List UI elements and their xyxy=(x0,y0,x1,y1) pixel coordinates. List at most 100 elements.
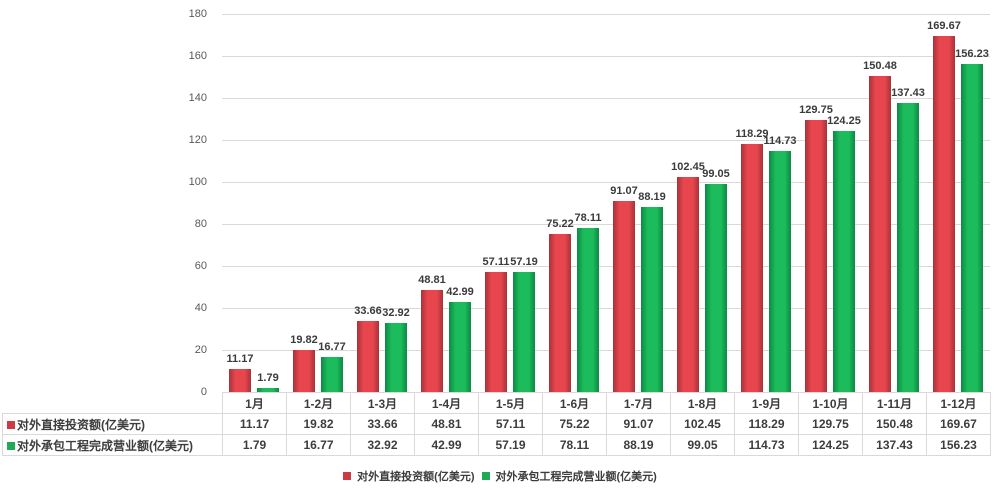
table-header-cell: 1-8月 xyxy=(670,392,735,414)
table-value-cell: 57.19 xyxy=(478,434,543,456)
bar xyxy=(897,103,919,392)
bar-value-label: 42.99 xyxy=(446,285,474,298)
bar-value-label: 102.45 xyxy=(671,160,705,173)
bar xyxy=(485,272,507,392)
bar-value-label: 57.19 xyxy=(510,255,538,268)
table-value-cell: 16.77 xyxy=(286,434,351,456)
bar xyxy=(869,76,891,392)
y-axis-tick-label: 40 xyxy=(194,302,207,314)
bar xyxy=(833,131,855,392)
bar-value-label: 1.79 xyxy=(257,372,279,385)
table-header-cell: 1-4月 xyxy=(414,392,479,414)
bar xyxy=(257,388,279,392)
bar-value-label: 78.11 xyxy=(574,211,602,224)
table-row: 对外承包工程完成营业额(亿美元) 1.79 16.77 32.92 42.99 57.19… xyxy=(2,434,991,456)
y-axis-tick-label: 0 xyxy=(200,386,207,398)
bar xyxy=(769,151,791,392)
bar xyxy=(421,289,443,392)
bar-value-label: 88.19 xyxy=(638,190,666,203)
legend-label: 对外直接投资额(亿美元) xyxy=(357,471,475,483)
bar-value-label: 114.73 xyxy=(763,135,797,148)
bar-value-label: 118.29 xyxy=(735,127,769,140)
bar xyxy=(321,356,343,392)
legend-item: 对外直接投资额(亿美元) xyxy=(343,468,475,484)
bar-value-label: 75.22 xyxy=(546,218,574,231)
series-swatch-icon xyxy=(7,441,15,450)
gridline xyxy=(222,56,990,57)
table-value-cell: 75.22 xyxy=(542,413,607,435)
table-value-cell: 118.29 xyxy=(734,413,799,435)
legend-swatch-red-icon xyxy=(343,472,352,480)
table-header-cell: 1月 xyxy=(222,392,287,414)
table-header-cell: 1-5月 xyxy=(478,392,543,414)
gridline xyxy=(222,140,990,141)
table-value-cell: 156.23 xyxy=(926,434,991,456)
table-header-cell: 1-2月 xyxy=(286,392,351,414)
table-value-cell: 124.25 xyxy=(798,434,863,456)
bar xyxy=(357,321,379,392)
bar xyxy=(513,271,535,392)
bar-value-label: 48.81 xyxy=(418,273,446,286)
table-value-cell: 91.07 xyxy=(606,413,671,435)
bar xyxy=(613,200,635,392)
bar-value-label: 129.75 xyxy=(799,103,833,116)
gridline xyxy=(222,266,990,267)
table-row: 对外直接投资额(亿美元) 11.17 19.82 33.66 48.81 57.11 75.… xyxy=(2,413,991,435)
bar xyxy=(805,119,827,392)
bar xyxy=(549,234,571,392)
bar-value-label: 57.11 xyxy=(482,256,510,269)
bar xyxy=(385,322,407,392)
chart-legend: 对外直接投资额(亿美元) 对外承包工程完成营业额(亿美元) xyxy=(0,468,1000,484)
series-name: 对外直接投资额(亿美元) xyxy=(17,417,145,432)
bar-value-label: 150.48 xyxy=(863,60,897,72)
table-value-cell: 102.45 xyxy=(670,413,735,435)
bar xyxy=(933,35,955,392)
bar-value-label: 169.67 xyxy=(927,19,961,32)
bar xyxy=(449,301,471,392)
bar xyxy=(641,206,663,392)
data-table: 1月 1-2月 1-3月 1-4月 1-5月 1-6月 1-7月 1-8月 1-9月 1-10月 1… xyxy=(2,392,991,456)
table-value-cell: 150.48 xyxy=(862,413,927,435)
table-header-row: 1月 1-2月 1-3月 1-4月 1-5月 1-6月 1-7月 1-8月 1-9月 1-10月 1… xyxy=(3,392,991,414)
bar xyxy=(705,184,727,392)
table-value-cell: 137.43 xyxy=(862,434,927,456)
table-header-cell: 1-12月 xyxy=(926,392,991,414)
legend-label: 对外承包工程完成营业额(亿美元) xyxy=(495,471,657,483)
table-value-cell: 32.92 xyxy=(350,434,415,456)
bar-value-label: 137.43 xyxy=(891,87,925,100)
legend-swatch-green-icon xyxy=(481,472,490,480)
series-name: 对外承包工程完成营业额(亿美元) xyxy=(17,438,193,453)
table-value-cell: 57.11 xyxy=(478,413,543,435)
table-header-cell: 1-3月 xyxy=(350,392,415,414)
table-value-cell: 1.79 xyxy=(222,434,287,456)
bar-value-label: 124.25 xyxy=(827,115,861,128)
bar xyxy=(961,63,983,392)
y-axis-tick-label: 80 xyxy=(194,218,207,230)
y-axis-tick-label: 160 xyxy=(188,50,207,62)
legend-item: 对外承包工程完成营业额(亿美元) xyxy=(481,468,657,484)
table-value-cell: 169.67 xyxy=(926,413,991,435)
table-header-cell: 1-6月 xyxy=(542,392,607,414)
table-value-cell: 78.11 xyxy=(542,434,607,456)
table-value-cell: 19.82 xyxy=(286,413,351,435)
bar xyxy=(677,176,699,392)
y-axis-tick-label: 100 xyxy=(188,176,207,188)
bar-value-label: 19.82 xyxy=(290,334,318,347)
gridline xyxy=(222,98,990,99)
table-header-cell: 1-10月 xyxy=(798,392,863,414)
y-axis-tick-label: 120 xyxy=(188,134,207,146)
table-value-cell: 42.99 xyxy=(414,434,479,456)
table-value-cell: 33.66 xyxy=(350,413,415,435)
gridline xyxy=(222,308,990,309)
bar-value-label: 99.05 xyxy=(702,168,730,180)
table-header-cell: 1-9月 xyxy=(734,392,799,414)
plot-area: 11.17 19.82 33.66 48.81 57.11 75.22 91.07 102.4… xyxy=(222,14,990,393)
gridline xyxy=(222,14,990,15)
bar xyxy=(577,227,599,392)
y-axis-tick-label: 60 xyxy=(194,260,207,272)
y-axis-tick-label: 20 xyxy=(194,344,207,356)
bar-value-label: 11.17 xyxy=(226,352,254,365)
bar xyxy=(229,368,251,392)
bar-value-label: 33.66 xyxy=(354,305,382,318)
